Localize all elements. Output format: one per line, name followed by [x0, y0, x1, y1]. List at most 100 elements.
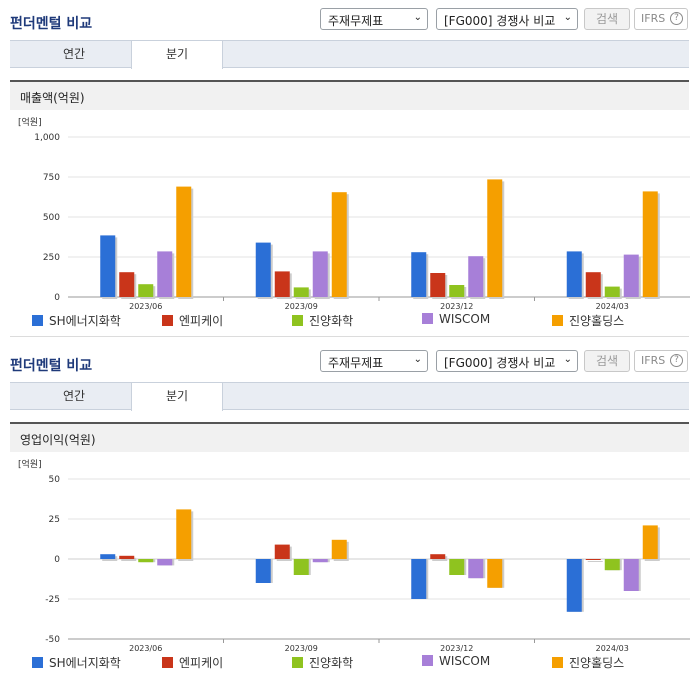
legend-swatch: [162, 315, 173, 326]
legend-item[interactable]: 진양화학: [292, 312, 353, 329]
bar-2023-09-1[interactable]: [274, 271, 290, 297]
help-icon: ?: [670, 354, 683, 367]
tab-quarter[interactable]: 분기: [131, 383, 223, 411]
metric-header: 매출액(억원): [10, 80, 689, 110]
legend-swatch: [32, 657, 43, 668]
bar-2024-03-4[interactable]: [642, 525, 658, 559]
bar-2023-12-0[interactable]: [411, 252, 427, 297]
bar-2023-09-4[interactable]: [331, 192, 347, 297]
y-tick-label: 25: [49, 515, 60, 525]
bar-2024-03-2[interactable]: [604, 286, 620, 297]
legend-label: 진양홀딩스: [569, 656, 625, 670]
bar-2023-12-0[interactable]: [411, 559, 427, 599]
legend-swatch: [552, 657, 563, 668]
compare-select-value: [FG000] 경쟁사 비교: [444, 14, 556, 28]
y-tick-label: -50: [45, 635, 60, 645]
legend-swatch: [292, 315, 303, 326]
search-button[interactable]: 검색: [584, 350, 630, 372]
bar-2023-06-2[interactable]: [138, 559, 154, 563]
divider: [10, 336, 689, 337]
legend-item[interactable]: 진양홀딩스: [552, 654, 624, 671]
legend-swatch: [32, 315, 43, 326]
legend-item[interactable]: WISCOM: [422, 312, 490, 326]
legend-label: 진양화학: [309, 314, 354, 328]
bar-2023-12-3[interactable]: [468, 559, 484, 579]
ifrs-help-button[interactable]: IFRS ?: [634, 350, 688, 372]
bar-2023-12-4[interactable]: [487, 179, 503, 297]
bar-2023-06-3[interactable]: [157, 251, 173, 297]
y-tick-label: 250: [43, 253, 60, 263]
x-tick-label: 2023/09: [285, 302, 318, 310]
legend-label: 진양화학: [309, 656, 354, 670]
tab-annual[interactable]: 연간: [62, 47, 86, 61]
fundamental-panel-operating-profit: 펀더멘털 비교 주재무제표 ⌄ [FG000] 경쟁사 비교 ⌄ 검색 IFRS…: [0, 342, 696, 684]
x-tick-label: 2023/06: [129, 302, 162, 310]
bar-2024-03-3[interactable]: [623, 559, 639, 591]
legend-swatch: [292, 657, 303, 668]
period-tabs: 연간 분기: [10, 40, 689, 69]
ifrs-help-button[interactable]: IFRS ?: [634, 8, 688, 30]
statement-select[interactable]: 주재무제표 ⌄: [320, 350, 428, 372]
bar-2023-06-1[interactable]: [119, 272, 135, 297]
bar-2023-06-4[interactable]: [176, 186, 192, 297]
y-unit-label: [억원]: [18, 116, 42, 128]
bar-2023-06-0[interactable]: [100, 554, 116, 559]
bar-2024-03-0[interactable]: [566, 559, 582, 612]
bar-2024-03-2[interactable]: [604, 559, 620, 571]
bar-2023-09-3[interactable]: [312, 559, 328, 563]
compare-select[interactable]: [FG000] 경쟁사 비교 ⌄: [436, 350, 578, 372]
bar-2023-09-0[interactable]: [255, 559, 271, 583]
tab-annual[interactable]: 연간: [62, 389, 86, 403]
bar-2023-09-0[interactable]: [255, 242, 271, 297]
y-tick-label: 0: [54, 293, 60, 303]
legend-swatch: [422, 313, 433, 324]
bar-2023-09-2[interactable]: [293, 287, 309, 297]
bar-2023-12-2[interactable]: [449, 559, 465, 575]
chevron-down-icon: ⌄: [413, 12, 422, 23]
tab-quarter[interactable]: 분기: [131, 41, 223, 69]
statement-select-value: 주재무제표: [328, 356, 384, 370]
bar-2023-12-3[interactable]: [468, 256, 484, 297]
bar-2023-09-2[interactable]: [293, 559, 309, 575]
bar-2023-12-2[interactable]: [449, 285, 465, 297]
legend-item[interactable]: 진양홀딩스: [552, 312, 624, 329]
period-tabs: 연간 분기: [10, 382, 689, 411]
bar-2024-03-0[interactable]: [566, 251, 582, 297]
bar-2023-09-4[interactable]: [331, 539, 347, 559]
bar-2023-06-2[interactable]: [138, 284, 154, 297]
bar-2023-06-4[interactable]: [176, 509, 192, 559]
bar-2023-06-1[interactable]: [119, 555, 135, 559]
chevron-down-icon: ⌄: [413, 354, 422, 365]
x-tick-label: 2023/06: [129, 644, 162, 652]
legend-label: 엔피케이: [179, 314, 224, 328]
legend-item[interactable]: 진양화학: [292, 654, 353, 671]
bar-2024-03-1[interactable]: [585, 272, 601, 297]
bar-2023-12-1[interactable]: [430, 273, 446, 297]
statement-select[interactable]: 주재무제표 ⌄: [320, 8, 428, 30]
compare-select-value: [FG000] 경쟁사 비교: [444, 356, 556, 370]
bar-2024-03-3[interactable]: [623, 254, 639, 297]
legend-label: SH에너지화학: [49, 314, 121, 328]
bar-2023-06-0[interactable]: [100, 235, 116, 297]
compare-select[interactable]: [FG000] 경쟁사 비교 ⌄: [436, 8, 578, 30]
legend-item[interactable]: SH에너지화학: [32, 654, 121, 671]
bar-shadow: [587, 561, 603, 562]
x-tick-label: 2023/12: [440, 302, 473, 310]
panel-title: 펀더멘털 비교: [10, 358, 93, 374]
y-tick-label: 1,000: [34, 133, 60, 143]
bar-2024-03-4[interactable]: [642, 191, 658, 297]
search-button[interactable]: 검색: [584, 8, 630, 30]
bar-2023-09-1[interactable]: [274, 544, 290, 559]
legend-item[interactable]: 엔피케이: [162, 312, 223, 329]
legend-item[interactable]: WISCOM: [422, 654, 490, 668]
bar-2023-06-3[interactable]: [157, 559, 173, 566]
legend-item[interactable]: SH에너지화학: [32, 312, 121, 329]
metric-header: 영업이익(억원): [10, 422, 689, 452]
bar-2023-12-1[interactable]: [430, 554, 446, 559]
legend-item[interactable]: 엔피케이: [162, 654, 223, 671]
operating-profit-bar-chart: [억원] -50 -25 0 25 50 2023/06 2023/09 2023/12 2024…: [18, 458, 690, 652]
bar-2024-03-1[interactable]: [585, 559, 601, 560]
bar-2023-09-3[interactable]: [312, 251, 328, 297]
ifrs-label: IFRS: [641, 12, 666, 25]
bar-2023-12-4[interactable]: [487, 559, 503, 588]
